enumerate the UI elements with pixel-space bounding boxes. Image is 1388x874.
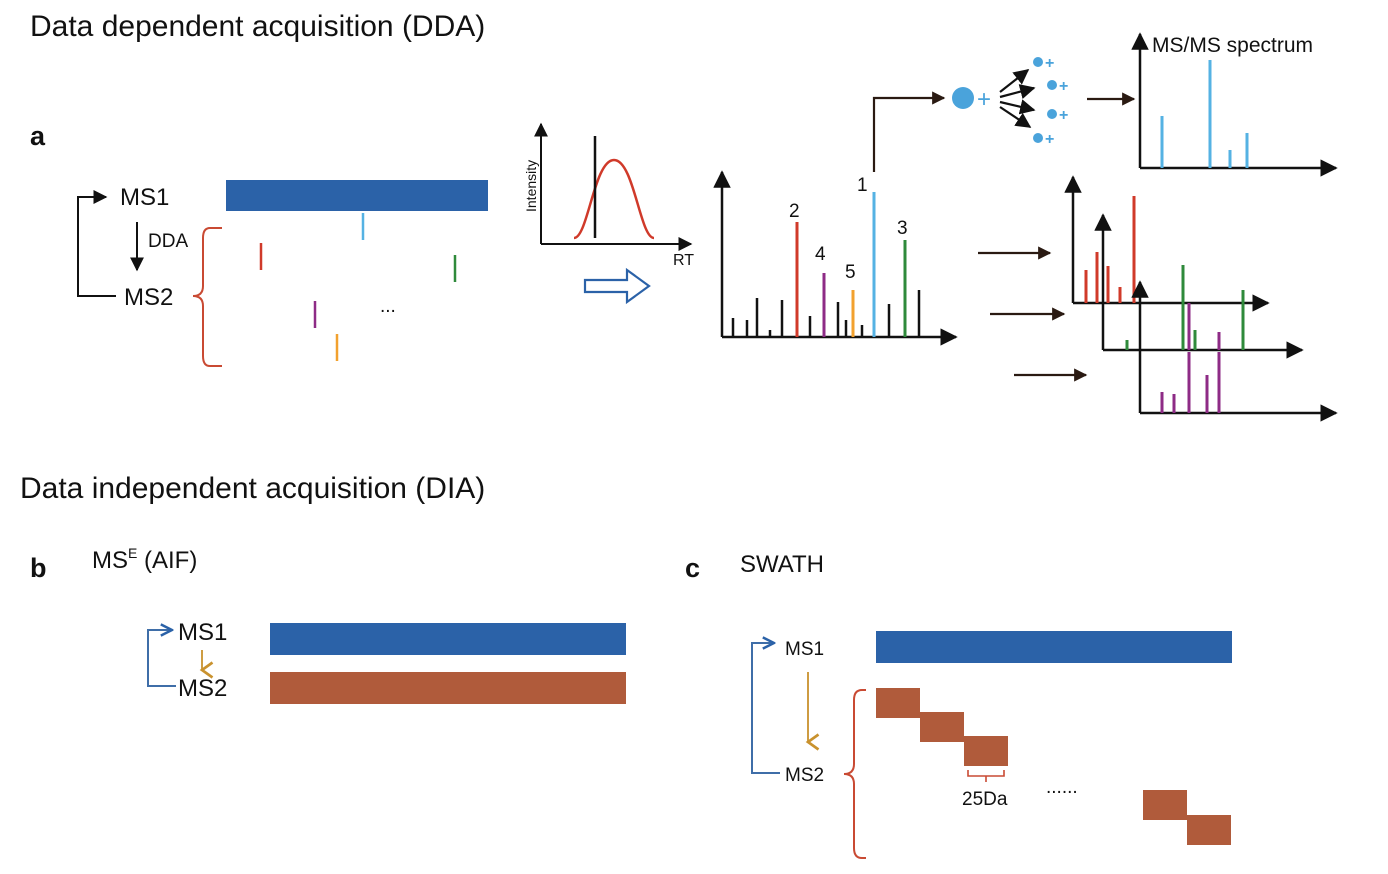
svg-text:+: + bbox=[1059, 78, 1068, 95]
swath-ms1-label: MS1 bbox=[785, 639, 824, 660]
dda-ellipsis: ... bbox=[380, 296, 396, 317]
svg-text:+: + bbox=[1059, 107, 1068, 124]
fragment-spectrum-red bbox=[1064, 175, 1270, 312]
swath-ms1-bar bbox=[876, 631, 1232, 663]
peak-label-5: 5 bbox=[845, 262, 856, 283]
fragment-spectrum-purple bbox=[1131, 280, 1338, 422]
swath-loop-arrow bbox=[751, 643, 780, 774]
swath-ms2-label: MS2 bbox=[785, 765, 824, 786]
ms1-spectrum bbox=[713, 170, 958, 346]
inset-y-label: Intensity bbox=[523, 160, 539, 212]
mse-ms1-label: MS1 bbox=[178, 619, 227, 646]
swath-window-3 bbox=[964, 736, 1008, 766]
precursor-charge: + bbox=[977, 86, 991, 113]
fragmentation: + + + + + bbox=[952, 55, 1068, 148]
dda-ms1-label: MS1 bbox=[120, 184, 169, 211]
mse-title: MSE (AIF) bbox=[92, 545, 197, 574]
window-width-bracket bbox=[967, 770, 1005, 782]
swath-window-2 bbox=[920, 712, 964, 742]
panel-label-a: a bbox=[30, 121, 46, 151]
peak-label-1: 1 bbox=[857, 175, 868, 196]
swath-windows bbox=[876, 688, 1231, 845]
dda-ms2-label: MS2 bbox=[124, 284, 173, 311]
chromatogram-inset bbox=[534, 122, 693, 251]
msms-spectrum bbox=[1131, 32, 1338, 177]
dda-ms1-bar bbox=[226, 180, 488, 211]
svg-text:+: + bbox=[1045, 131, 1054, 148]
swath-title: SWATH bbox=[740, 551, 824, 578]
dda-arrow-label: DDA bbox=[148, 231, 188, 252]
mse-loop-arrow bbox=[147, 630, 176, 687]
mse-ms2-label: MS2 bbox=[178, 675, 227, 702]
dda-heading: Data dependent acquisition (DDA) bbox=[30, 10, 485, 43]
swath-window-4 bbox=[1143, 790, 1187, 820]
svg-text:+: + bbox=[1045, 55, 1054, 72]
panel-label-c: c bbox=[685, 553, 700, 583]
dda-loop-arrow bbox=[77, 190, 116, 297]
window-width-label: 25Da bbox=[962, 789, 1008, 810]
swath-ms2-bracket bbox=[843, 689, 866, 859]
mse-ms1-bar bbox=[270, 623, 626, 655]
dda-ms2-scans bbox=[259, 213, 457, 361]
swath-ellipsis: ...... bbox=[1046, 777, 1078, 798]
background-peaks bbox=[731, 290, 921, 337]
mse-ms2-bar bbox=[270, 672, 626, 704]
panel-label-b: b bbox=[30, 553, 47, 583]
peak-label-2: 2 bbox=[789, 201, 800, 222]
dda-ms2-bracket bbox=[192, 227, 222, 367]
peak-label-3: 3 bbox=[897, 218, 908, 239]
fragment-spectrum-green bbox=[1094, 213, 1304, 359]
peak-label-4: 4 bbox=[815, 244, 826, 265]
swath-window-5 bbox=[1187, 815, 1231, 845]
precursor-selection-arrow bbox=[872, 91, 946, 172]
precursor-ion bbox=[952, 87, 974, 109]
msms-title: MS/MS spectrum bbox=[1152, 34, 1313, 57]
hollow-arrow bbox=[583, 267, 651, 305]
dia-heading: Data independent acquisition (DIA) bbox=[20, 472, 485, 505]
elution-peak-curve bbox=[573, 158, 655, 240]
swath-window-1 bbox=[876, 688, 920, 718]
inset-x-label: RT bbox=[673, 252, 694, 269]
